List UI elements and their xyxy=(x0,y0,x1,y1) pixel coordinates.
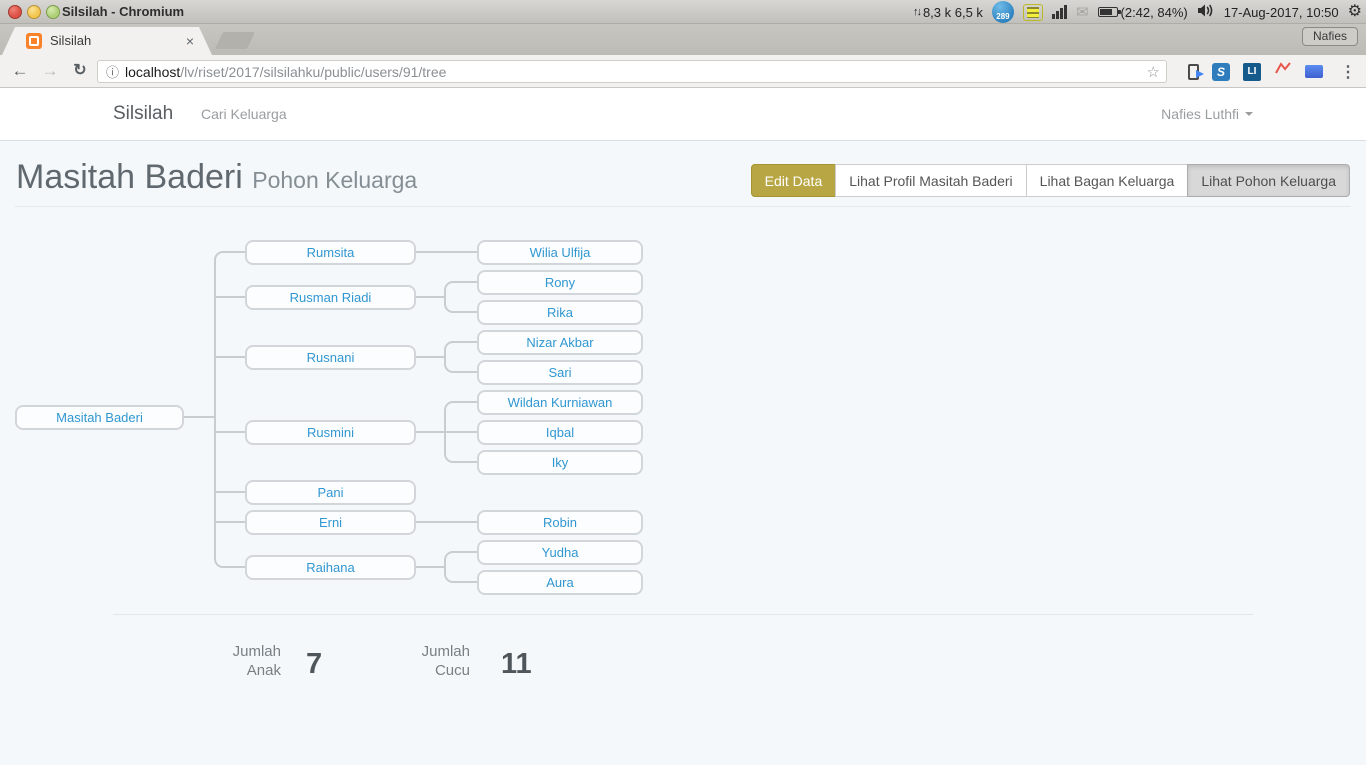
notes-indicator-icon[interactable] xyxy=(1022,3,1043,21)
tree-node[interactable]: Wilia Ulfija xyxy=(477,239,643,265)
user-dropdown-label: Nafies Luthfi xyxy=(1161,106,1239,122)
tree-node[interactable]: Rusnani xyxy=(245,344,416,370)
window-title: Silsilah - Chromium xyxy=(62,4,185,19)
system-top-bar: Silsilah - Chromium ↑↓ 8,3 k 6,5 k 289 ✉… xyxy=(0,0,1366,24)
back-button[interactable]: ← xyxy=(11,61,29,80)
volume-icon[interactable] xyxy=(1197,3,1215,21)
edit-data-button[interactable]: Edit Data xyxy=(750,164,837,197)
tree-node[interactable]: Sari xyxy=(477,359,643,385)
tree-node[interactable]: Raihana xyxy=(245,554,416,580)
settings-gear-icon[interactable]: ⚙ xyxy=(1347,3,1362,20)
nav-link-cari-keluarga[interactable]: Cari Keluarga xyxy=(201,106,287,122)
new-tab-button[interactable] xyxy=(215,32,255,49)
extension-icons: S LI ⋮ xyxy=(1188,55,1360,88)
url-path: /lv/riset/2017/silsilahku/public/users/9… xyxy=(180,63,447,80)
phone-share-extension-icon[interactable] xyxy=(1188,63,1204,80)
tree-node[interactable]: Erni xyxy=(245,509,416,535)
grandchildren-count-label: Jumlah Cucu xyxy=(421,643,470,679)
battery-icon xyxy=(1097,7,1121,17)
tree-node[interactable]: Yudha xyxy=(477,539,643,565)
window-close-button[interactable] xyxy=(8,5,22,19)
browser-menu-icon[interactable]: ⋮ xyxy=(1340,63,1356,81)
grandchildren-count-value: 11 xyxy=(501,648,532,680)
children-count-value: 7 xyxy=(306,648,323,680)
page-background xyxy=(0,140,1366,765)
tree-node[interactable]: Iqbal xyxy=(477,419,643,445)
tree-node[interactable]: Aura xyxy=(477,569,643,595)
s-extension-icon[interactable]: S xyxy=(1212,62,1230,81)
tree-node[interactable]: Iky xyxy=(477,449,643,475)
header-divider xyxy=(15,206,1351,207)
tree-node[interactable]: Rumsita xyxy=(245,239,416,265)
browser-tab[interactable]: Silsilah × xyxy=(2,27,212,55)
reload-button[interactable]: ↻ xyxy=(73,62,87,79)
laravel-extension-icon[interactable] xyxy=(1274,61,1292,82)
tree-node[interactable]: Masitah Baderi xyxy=(15,404,184,430)
up-down-arrows-icon: ↑↓ xyxy=(912,6,922,18)
tree-node[interactable]: Wildan Kurniawan xyxy=(477,389,643,415)
tree-node[interactable]: Rusman Riadi xyxy=(245,284,416,310)
page-subtitle: Pohon Keluarga xyxy=(252,167,418,193)
li-extension-icon[interactable]: LI xyxy=(1243,62,1261,81)
action-button-group: Edit Data Lihat Profil Masitah Baderi Li… xyxy=(750,164,1350,197)
clock-indicator[interactable]: 17-Aug-2017, 10:50 xyxy=(1223,4,1339,20)
user-dropdown[interactable]: Nafies Luthfi xyxy=(1161,88,1253,140)
battery-indicator[interactable]: (2:42, 84%) xyxy=(1097,4,1188,20)
children-count-label: Jumlah Anak xyxy=(232,643,281,679)
blue-extension-icon[interactable] xyxy=(1305,65,1323,78)
forward-button: → xyxy=(41,61,59,80)
tree-node[interactable]: Rony xyxy=(477,269,643,295)
xampp-favicon-icon xyxy=(26,33,42,49)
page-info-icon[interactable]: ⓘ xyxy=(106,65,120,80)
address-bar[interactable]: ⓘ localhost /lv/riset/2017/silsilahku/pu… xyxy=(97,60,1167,83)
lihat-bagan-button[interactable]: Lihat Bagan Keluarga xyxy=(1025,164,1189,197)
navbar-brand[interactable]: Silsilah xyxy=(113,103,174,124)
bookmark-star-icon[interactable]: ☆ xyxy=(1146,63,1160,81)
tree-node[interactable]: Rika xyxy=(477,299,643,325)
browser-toolbar: ← → ↻ ⓘ localhost /lv/riset/2017/silsila… xyxy=(0,55,1366,88)
system-indicators: ↑↓ 8,3 k 6,5 k 289 ✉ (2:42, 84%) 17-Aug-… xyxy=(913,0,1362,24)
lihat-pohon-button[interactable]: Lihat Pohon Keluarga xyxy=(1187,164,1350,197)
tree-node[interactable]: Nizar Akbar xyxy=(477,329,643,355)
tree-node[interactable]: Robin xyxy=(477,509,643,535)
window-controls xyxy=(8,5,60,19)
tab-close-icon[interactable]: × xyxy=(185,33,194,49)
stats-divider xyxy=(113,614,1253,615)
chevron-down-icon xyxy=(1245,112,1253,116)
tree-node[interactable]: Pani xyxy=(245,479,416,505)
url-host: localhost xyxy=(125,63,181,80)
window-minimize-button[interactable] xyxy=(27,5,41,19)
tab-title: Silsilah xyxy=(50,33,92,48)
browser-tab-strip: Silsilah × Nafies xyxy=(0,24,1366,55)
page-title: Masitah Baderi Pohon Keluarga xyxy=(16,158,418,196)
window-maximize-button[interactable] xyxy=(46,5,60,19)
site-navbar: Silsilah Cari Keluarga Nafies Luthfi xyxy=(0,88,1366,141)
network-traffic-indicator[interactable]: ↑↓ 8,3 k 6,5 k xyxy=(913,5,983,20)
lihat-profil-button[interactable]: Lihat Profil Masitah Baderi xyxy=(835,164,1027,197)
mail-icon[interactable]: ✉ xyxy=(1075,3,1089,21)
signal-strength-icon[interactable] xyxy=(1051,5,1067,19)
battery-status-text: (2:42, 84%) xyxy=(1120,4,1188,20)
app-indicator-badge[interactable]: 289 xyxy=(991,1,1014,23)
browser-profile-button[interactable]: Nafies xyxy=(1301,27,1358,46)
network-traffic-text: 8,3 k 6,5 k xyxy=(922,4,983,20)
tree-node[interactable]: Rusmini xyxy=(245,419,416,445)
